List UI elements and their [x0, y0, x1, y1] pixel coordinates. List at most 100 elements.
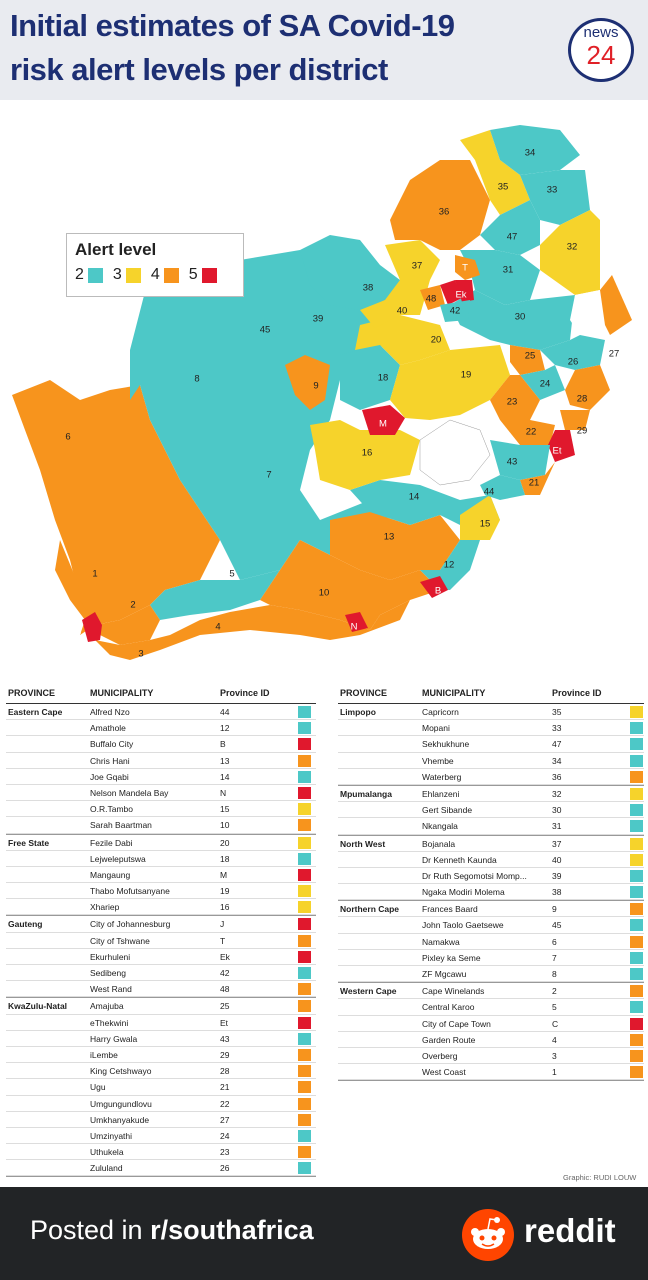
legend-label-2: 2 [75, 266, 84, 283]
region-chris-hani [330, 512, 460, 580]
region-ethekwini [548, 430, 575, 462]
map-label: 19 [460, 369, 472, 381]
table-row: Uthukela 23 [6, 1144, 316, 1161]
legend-label-4: 4 [150, 266, 160, 283]
table-row: Umkhanyakude 27 [6, 1112, 316, 1128]
region-ilembe [560, 410, 590, 430]
province-id: 37 [552, 838, 562, 849]
municipality-name: John Taolo Gaetsewe [422, 920, 504, 931]
province-id: 44 [220, 707, 230, 717]
table-row: Ekurhuleni Ek [6, 949, 316, 965]
municipality-name: Buffalo City [90, 739, 134, 750]
province-id: 19 [220, 886, 230, 897]
province-group: Eastern Cape Alfred Nzo 44 Amathole 12 Buffal… [6, 704, 316, 835]
map-label: 7 [266, 469, 272, 481]
table-row: Thabo Mofutsanyane 19 [6, 883, 316, 900]
province-id: 18 [220, 853, 230, 864]
map-label: 23 [506, 396, 518, 408]
header-municipality: MUNICIPALITY [90, 688, 154, 698]
region-umkhanyakude [600, 275, 632, 335]
table-row: O.R.Tambo 15 [6, 801, 316, 818]
map-label: C [74, 626, 82, 638]
province-id: 3 [552, 1050, 557, 1061]
map-label: 3 [138, 648, 144, 660]
province-group: Gauteng City of Johannesburg J City of Tshw… [6, 916, 316, 999]
province-id: M [220, 869, 228, 880]
alert-level-swatch [630, 853, 643, 866]
province-name: Mpumalanga [340, 788, 392, 799]
municipality-name: iLembe [90, 1049, 118, 1060]
province-id: 38 [552, 887, 562, 898]
left-table-header: PROVINCE MUNICIPALITY Province ID [6, 682, 316, 704]
municipality-name: Waterberg [422, 771, 462, 782]
map-label: 12 [443, 559, 455, 571]
municipality-name: Cape Winelands [422, 986, 485, 997]
map-label: 9 [313, 380, 319, 392]
map-label: 18 [377, 372, 389, 384]
province-id: 39 [552, 870, 562, 881]
table-row: Sekhukhune 47 [338, 736, 644, 753]
municipality-name: City of Johannesburg [90, 919, 171, 930]
province-name: Western Cape [340, 986, 397, 997]
alert-level-swatch [298, 1016, 311, 1029]
province-name: Free State [8, 837, 50, 848]
municipality-name: Overberg [422, 1050, 458, 1061]
municipality-name: Capricorn [422, 707, 459, 717]
province-id: 10 [220, 820, 230, 831]
municipality-name: Zululand [90, 1163, 123, 1174]
province-id: 13 [220, 755, 230, 766]
table-row: Dr Kenneth Kaunda 40 [338, 852, 644, 868]
map-label: 32 [566, 241, 578, 253]
table-row: Zululand 26 [6, 1160, 316, 1177]
posted-in-text[interactable]: Posted in r/southafrica [30, 1215, 314, 1246]
table-row: Gauteng City of Johannesburg J [6, 916, 316, 933]
table-row: West Coast 1 [338, 1064, 644, 1081]
table-row: Waterberg 36 [338, 769, 644, 785]
table-row: Northern Cape Frances Baard 9 [338, 901, 644, 918]
alert-level-swatch [298, 1065, 311, 1078]
legend-item-5: 5 [189, 266, 217, 284]
alert-level-swatch [298, 1113, 311, 1126]
alert-level-swatch [298, 852, 311, 865]
municipality-name: O.R.Tambo [90, 804, 133, 815]
table-row: Amathole 12 [6, 720, 316, 737]
region-sarah-baartman [260, 540, 440, 630]
region-thabo-mofutsanyane [390, 345, 510, 420]
region-johannesburg [440, 280, 462, 305]
table-row: Lejweleputswa 18 [6, 851, 316, 867]
region-xhariep [310, 420, 420, 490]
province-id: 25 [220, 1001, 230, 1012]
region-fezile-dabi [355, 315, 450, 365]
municipality-name: Amathole [90, 723, 126, 734]
province-group: KwaZulu-Natal Amajuba 25 eThekwini Et Harry G… [6, 998, 316, 1178]
province-id: 23 [220, 1147, 230, 1158]
map-label: N [350, 621, 358, 633]
province-name: Limpopo [340, 707, 376, 717]
subreddit-link[interactable]: r/southafrica [150, 1215, 314, 1245]
alert-level-swatch [630, 804, 643, 817]
table-row: Joe Gqabi 14 [6, 769, 316, 785]
table-row: Nelson Mandela Bay N [6, 785, 316, 802]
province-id: 28 [220, 1066, 230, 1077]
table-row: Ugu 21 [6, 1079, 316, 1096]
alert-level-swatch [298, 786, 311, 799]
map-label: 40 [396, 305, 408, 317]
province-name: Northern Cape [340, 904, 400, 915]
alert-level-swatch [298, 722, 311, 735]
reddit-wordmark[interactable]: reddit [524, 1212, 616, 1249]
alert-level-swatch [298, 738, 311, 751]
alert-level-swatch [298, 901, 311, 914]
map-label: 44 [483, 486, 495, 498]
reddit-alien-icon[interactable] [462, 1209, 514, 1261]
alert-level-swatch [298, 706, 311, 718]
municipality-name: Joe Gqabi [90, 771, 129, 782]
eswatini [570, 290, 605, 335]
legend-items: 2 3 4 5 [75, 266, 235, 284]
municipality-name: West Rand [90, 984, 132, 995]
province-id: 31 [552, 821, 562, 832]
alert-level-swatch [298, 1162, 311, 1175]
alert-level-swatch [298, 819, 311, 832]
table-row: John Taolo Gaetsewe 45 [338, 917, 644, 934]
alert-level-swatch [298, 885, 311, 898]
map-label: 45 [259, 324, 271, 336]
